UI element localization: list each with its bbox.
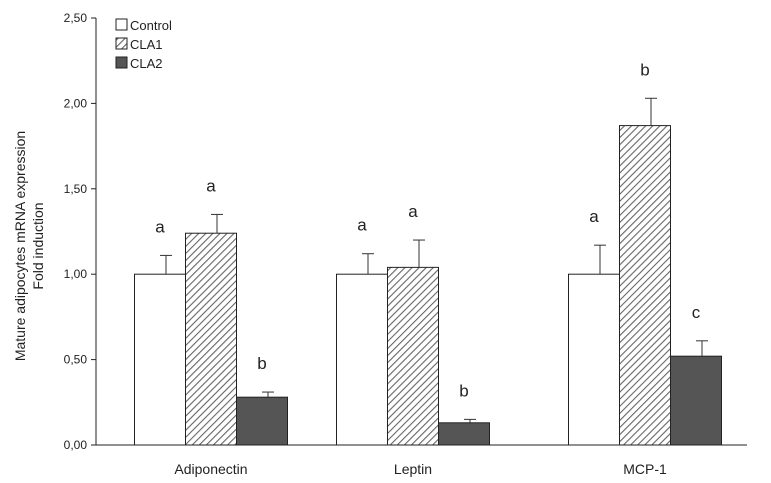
y-tick-label: 0,50 — [64, 353, 88, 367]
significance-label: b — [459, 381, 468, 400]
bar-cla1-leptin — [387, 266, 439, 446]
y-tick-label: 2,50 — [64, 11, 88, 25]
bar-cla1-adiponectin — [185, 232, 237, 446]
legend-label-control: Control — [130, 18, 172, 33]
y-axis-title-line1: Mature adipocytes mRNA expression — [12, 131, 28, 361]
y-tick-label: 1,50 — [64, 182, 88, 196]
significance-label: a — [357, 216, 367, 235]
y-axis-ticks: 0,00 0,50 1,00 1,50 2,00 2,50 — [64, 11, 96, 452]
bar-control-leptin — [336, 273, 388, 446]
x-category-label: Adiponectin — [174, 461, 247, 477]
y-axis-title: Mature adipocytes mRNA expression Fold i… — [12, 131, 46, 361]
y-axis-title-line2: Fold induction — [30, 202, 46, 289]
significance-label: a — [155, 217, 165, 236]
legend-label-cla1: CLA1 — [130, 37, 163, 52]
x-axis-labels: Adiponectin Leptin MCP-1 — [174, 461, 667, 477]
significance-label: b — [257, 354, 266, 373]
bar-cla1-mcp-1 — [619, 125, 671, 446]
x-category-label: Leptin — [394, 461, 432, 477]
legend-label-cla2: CLA2 — [130, 56, 163, 71]
bar-control-adiponectin — [134, 273, 186, 446]
significance-label: b — [640, 60, 649, 79]
significance-labels-layer: a a b a a b a b c — [155, 60, 700, 400]
bar-cla2-adiponectin — [236, 396, 288, 446]
legend-swatch-control — [115, 18, 128, 31]
bars-layer — [134, 125, 722, 446]
x-category-label: MCP-1 — [623, 461, 667, 477]
error-bars-layer — [160, 97, 708, 423]
bar-cla2-leptin — [438, 422, 490, 446]
y-tick-label: 2,00 — [64, 96, 88, 110]
legend: Control CLA1 CLA2 — [115, 18, 172, 71]
significance-label: c — [692, 303, 701, 322]
significance-label: a — [589, 207, 599, 226]
y-tick-label: 1,00 — [64, 267, 88, 281]
legend-swatch-cla2 — [115, 56, 128, 69]
y-tick-label: 0,00 — [64, 438, 88, 452]
significance-label: a — [206, 176, 216, 195]
legend-swatch-cla1 — [115, 37, 128, 50]
bar-cla2-mcp-1 — [670, 355, 722, 446]
bar-control-mcp-1 — [568, 273, 620, 446]
significance-label: a — [408, 202, 418, 221]
